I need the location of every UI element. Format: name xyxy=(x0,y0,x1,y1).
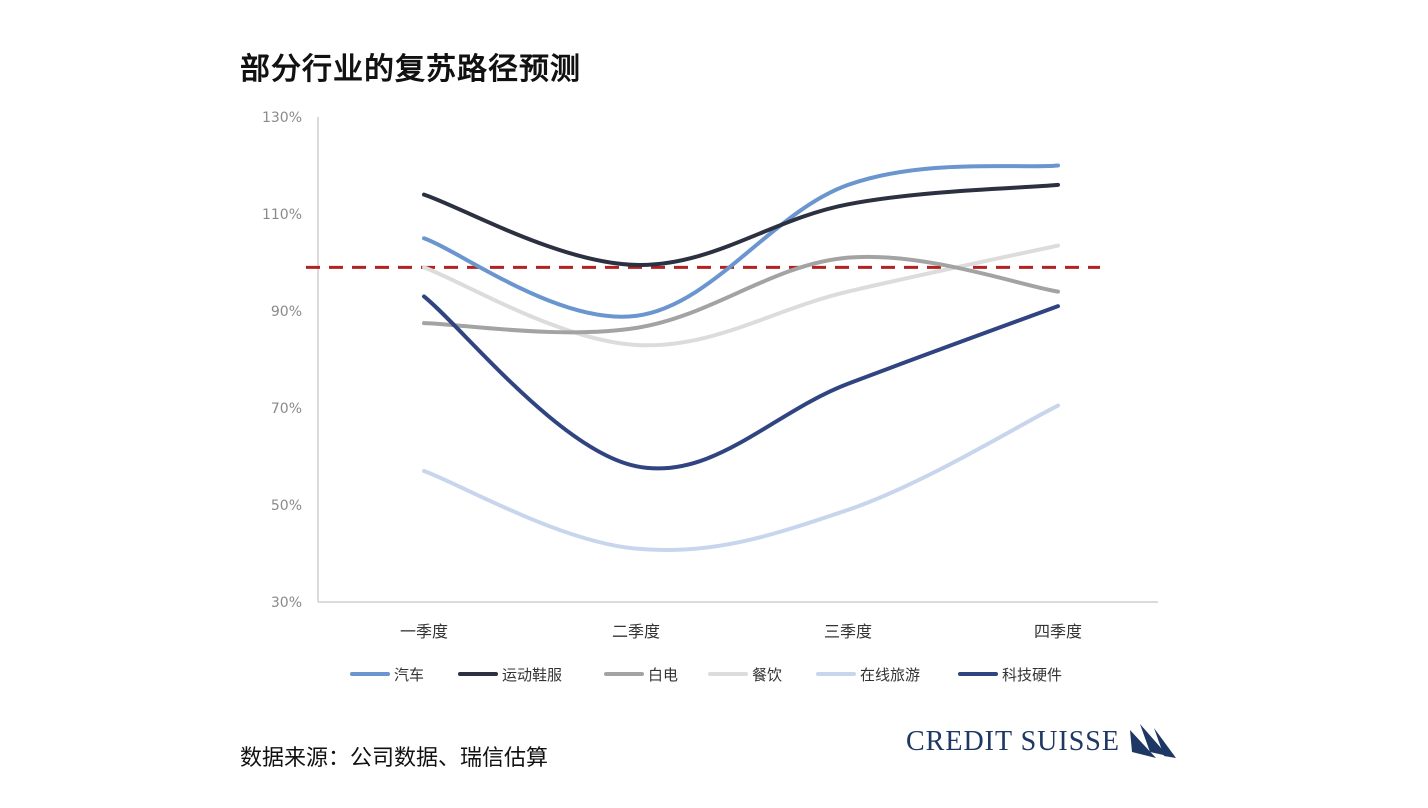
x-tick-label: 四季度 xyxy=(1034,622,1082,641)
y-tick-label: 70% xyxy=(271,401,302,417)
chart-axes xyxy=(317,117,1158,603)
y-tick-label: 50% xyxy=(271,498,302,514)
x-tick-label: 二季度 xyxy=(612,622,660,641)
y-tick-label: 30% xyxy=(271,595,302,611)
series-line-1 xyxy=(422,182,1060,267)
legend-label: 汽车 xyxy=(394,666,424,684)
series-line-4 xyxy=(422,403,1060,553)
source-note: 数据来源：公司数据、瑞信估算 xyxy=(240,746,549,771)
x-tick-label: 一季度 xyxy=(400,622,448,641)
x-tick-labels: 一季度 二季度 三季度 四季度 xyxy=(400,622,1082,641)
series-line-5 xyxy=(422,294,1060,471)
legend-label: 科技硬件 xyxy=(1002,666,1062,684)
brand-mark: CREDIT SUISSE xyxy=(906,722,1178,762)
series-lines xyxy=(422,163,1060,553)
sails-logo-icon xyxy=(1129,724,1176,758)
series-line-3 xyxy=(422,243,1060,348)
y-tick-label: 90% xyxy=(271,304,302,320)
y-tick-label: 110% xyxy=(262,207,302,223)
legend-label: 运动鞋服 xyxy=(502,666,562,684)
series-line-2 xyxy=(422,254,1060,335)
legend: 汽车 运动鞋服 白电 餐饮 在线旅游 科技硬件 xyxy=(350,666,1062,684)
brand-name: CREDIT SUISSE xyxy=(906,726,1120,757)
x-tick-label: 三季度 xyxy=(824,622,872,641)
y-tick-label: 130% xyxy=(262,110,302,126)
series-line-0 xyxy=(422,163,1060,319)
line-chart: 30% 50% 70% 90% 110% 130% 一季度 二季度 三季度 四季度 汽车 运动鞋服… xyxy=(262,110,1158,684)
legend-label: 白电 xyxy=(648,666,678,684)
legend-label: 在线旅游 xyxy=(860,666,920,684)
legend-label: 餐饮 xyxy=(752,666,782,684)
page-title: 部分行业的复苏路径预测 xyxy=(240,52,581,87)
y-tick-labels: 30% 50% 70% 90% 110% 130% xyxy=(262,110,302,611)
